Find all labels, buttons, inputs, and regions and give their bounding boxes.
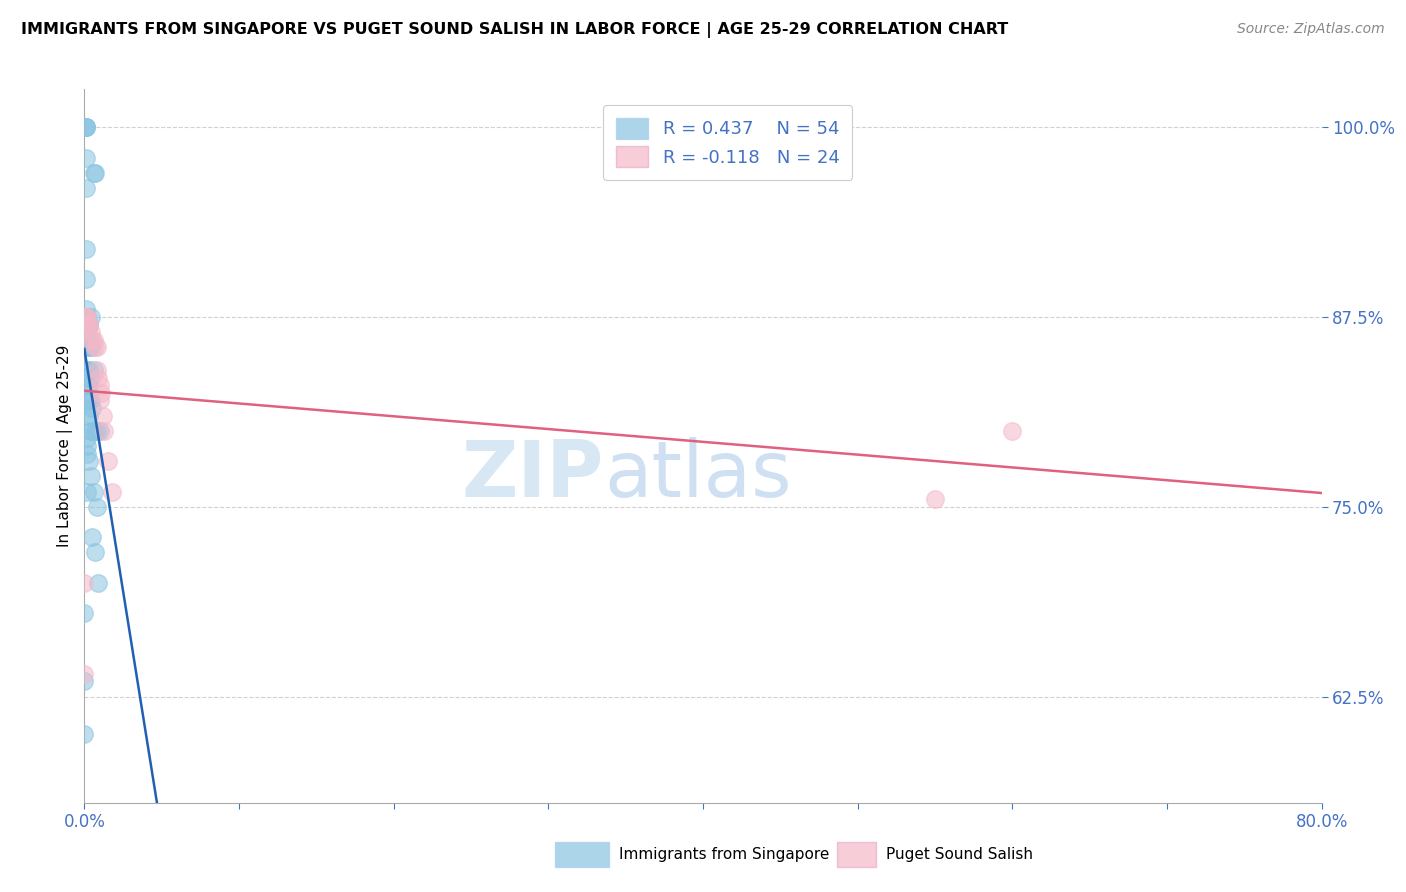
Point xyxy=(89,393,111,408)
Point xyxy=(76,484,98,499)
Point xyxy=(76,431,98,445)
Point xyxy=(76,409,98,423)
Text: ZIP: ZIP xyxy=(461,436,605,513)
Point xyxy=(77,318,100,332)
Point xyxy=(79,310,101,324)
Point xyxy=(83,484,105,499)
Point xyxy=(84,545,107,559)
Text: Source: ZipAtlas.com: Source: ZipAtlas.com xyxy=(1237,22,1385,37)
Text: Immigrants from Singapore: Immigrants from Singapore xyxy=(619,847,830,862)
Point xyxy=(86,363,108,377)
Y-axis label: In Labor Force | Age 25-29: In Labor Force | Age 25-29 xyxy=(58,345,73,547)
Point xyxy=(93,424,115,438)
Point xyxy=(82,401,104,415)
Point xyxy=(1001,424,1024,438)
Point xyxy=(84,166,107,180)
Point xyxy=(75,120,97,135)
Point xyxy=(83,333,105,347)
Point xyxy=(75,120,97,135)
Point xyxy=(73,606,96,620)
Point xyxy=(86,340,108,354)
Point xyxy=(75,310,97,324)
Point xyxy=(76,393,98,408)
Point xyxy=(79,393,101,408)
Point xyxy=(73,575,96,590)
Point xyxy=(90,385,112,400)
Point xyxy=(73,666,96,681)
Point xyxy=(75,242,97,256)
Point xyxy=(82,530,104,544)
Point xyxy=(75,181,97,195)
Point xyxy=(77,454,100,468)
Point xyxy=(76,447,98,461)
Point xyxy=(76,363,98,377)
Point xyxy=(76,378,98,392)
Point xyxy=(77,318,100,332)
Point xyxy=(76,310,98,324)
Point xyxy=(75,151,97,165)
Point xyxy=(89,378,111,392)
Point xyxy=(76,370,98,384)
Point xyxy=(79,469,101,483)
Text: IMMIGRANTS FROM SINGAPORE VS PUGET SOUND SALISH IN LABOR FORCE | AGE 25-29 CORRE: IMMIGRANTS FROM SINGAPORE VS PUGET SOUND… xyxy=(21,22,1008,38)
Point xyxy=(83,166,105,180)
Point xyxy=(924,492,946,507)
Point xyxy=(84,340,107,354)
Point xyxy=(79,325,101,339)
Point xyxy=(82,340,104,354)
Point xyxy=(77,318,100,332)
Point xyxy=(91,409,114,423)
Point xyxy=(75,272,97,286)
Point xyxy=(84,424,107,438)
Point xyxy=(77,378,100,392)
Text: atlas: atlas xyxy=(605,436,792,513)
Point xyxy=(75,310,97,324)
Point xyxy=(75,302,97,317)
Point xyxy=(77,318,100,332)
Point xyxy=(79,424,101,438)
Point xyxy=(76,310,98,324)
Point xyxy=(77,393,100,408)
Point xyxy=(76,310,98,324)
Point xyxy=(77,363,100,377)
Point xyxy=(79,333,101,347)
Point xyxy=(75,120,97,135)
Point xyxy=(89,424,111,438)
Point xyxy=(73,674,96,689)
Legend: R = 0.437    N = 54, R = -0.118   N = 24: R = 0.437 N = 54, R = -0.118 N = 24 xyxy=(603,105,852,179)
Point xyxy=(86,424,108,438)
Point xyxy=(75,310,97,324)
Point xyxy=(86,500,108,514)
Point xyxy=(79,370,101,384)
Point xyxy=(82,333,104,347)
Point xyxy=(83,363,105,377)
Point xyxy=(77,340,100,354)
Point xyxy=(87,575,110,590)
Point xyxy=(75,333,97,347)
Point xyxy=(73,727,96,741)
Point xyxy=(82,424,104,438)
Point xyxy=(101,484,124,499)
Point xyxy=(77,409,100,423)
Point xyxy=(77,340,100,354)
Point xyxy=(96,454,118,468)
Point xyxy=(76,333,98,347)
Text: Puget Sound Salish: Puget Sound Salish xyxy=(886,847,1033,862)
Point xyxy=(76,318,98,332)
Point xyxy=(76,439,98,453)
Point xyxy=(87,370,110,384)
